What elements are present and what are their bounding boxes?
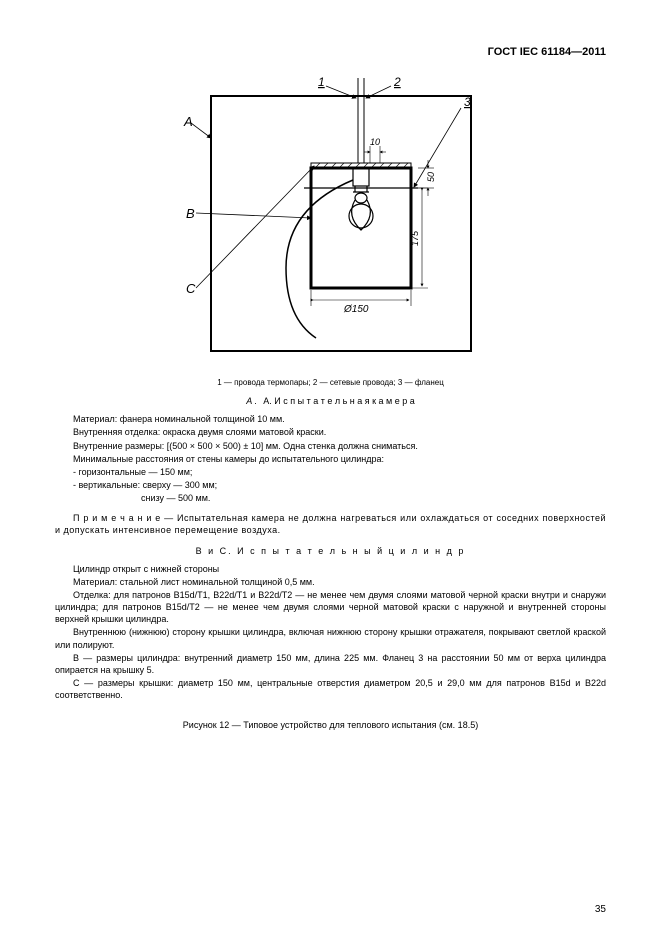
dim-50: 50 (426, 172, 436, 182)
para-a4: Минимальные расстояния от стены камеры д… (55, 453, 606, 465)
dim-10: 10 (370, 137, 380, 147)
dim-phi150: Ø150 (343, 304, 369, 315)
label-2: 2 (393, 75, 401, 89)
list-a2: - вертикальные: сверху — 300 мм; (55, 479, 606, 491)
page: ГОСТ IEC 61184—2011 (0, 0, 661, 936)
para-a2: Внутренняя отделка: окраска двумя слоями… (55, 426, 606, 438)
para-a3: Внутренние размеры: [(500 × 500 × 500) ±… (55, 440, 606, 452)
list-a3: снизу — 500 мм. (55, 492, 606, 504)
label-a: A (183, 114, 193, 129)
figure-container: A B C 1 2 3 10 50 175 Ø150 (55, 68, 606, 373)
page-number: 35 (595, 903, 606, 917)
test-apparatus-diagram: A B C 1 2 3 10 50 175 Ø150 (166, 68, 496, 368)
list-a1: - горизонтальные — 150 мм; (55, 466, 606, 478)
label-1: 1 (318, 75, 325, 89)
standard-header: ГОСТ IEC 61184—2011 (55, 45, 606, 60)
para-a1: Материал: фанера номинальной толщиной 10… (55, 413, 606, 425)
label-3: 3 (464, 95, 471, 109)
para-bc2: Материал: стальной лист номинальной толщ… (55, 576, 606, 588)
label-c: C (186, 281, 196, 296)
para-bc5: В — размеры цилиндра: внутренний диаметр… (55, 652, 606, 676)
para-bc1: Цилиндр открыт с нижней стороны (55, 563, 606, 575)
para-bc6: С — размеры крышки: диаметр 150 мм, цент… (55, 677, 606, 701)
dim-175: 175 (410, 230, 420, 246)
section-a-title: А. А. И с п ы т а т е л ь н а я к а м е … (55, 395, 606, 407)
section-bc-title: В и С. И с п ы т а т е л ь н ы й ц и л и… (55, 545, 606, 557)
note: П р и м е ч а н и е — Испытательная каме… (55, 512, 606, 536)
para-bc4: Внутреннюю (нижнюю) сторону крышки цилин… (55, 626, 606, 650)
figure-legend: 1 — провода термопары; 2 — сетевые прово… (55, 378, 606, 389)
figure-title: Рисунок 12 — Типовое устройство для тепл… (55, 719, 606, 731)
para-bc3: Отделка: для патронов B15d/T1, B22d/T1 и… (55, 589, 606, 625)
label-b: B (186, 206, 195, 221)
